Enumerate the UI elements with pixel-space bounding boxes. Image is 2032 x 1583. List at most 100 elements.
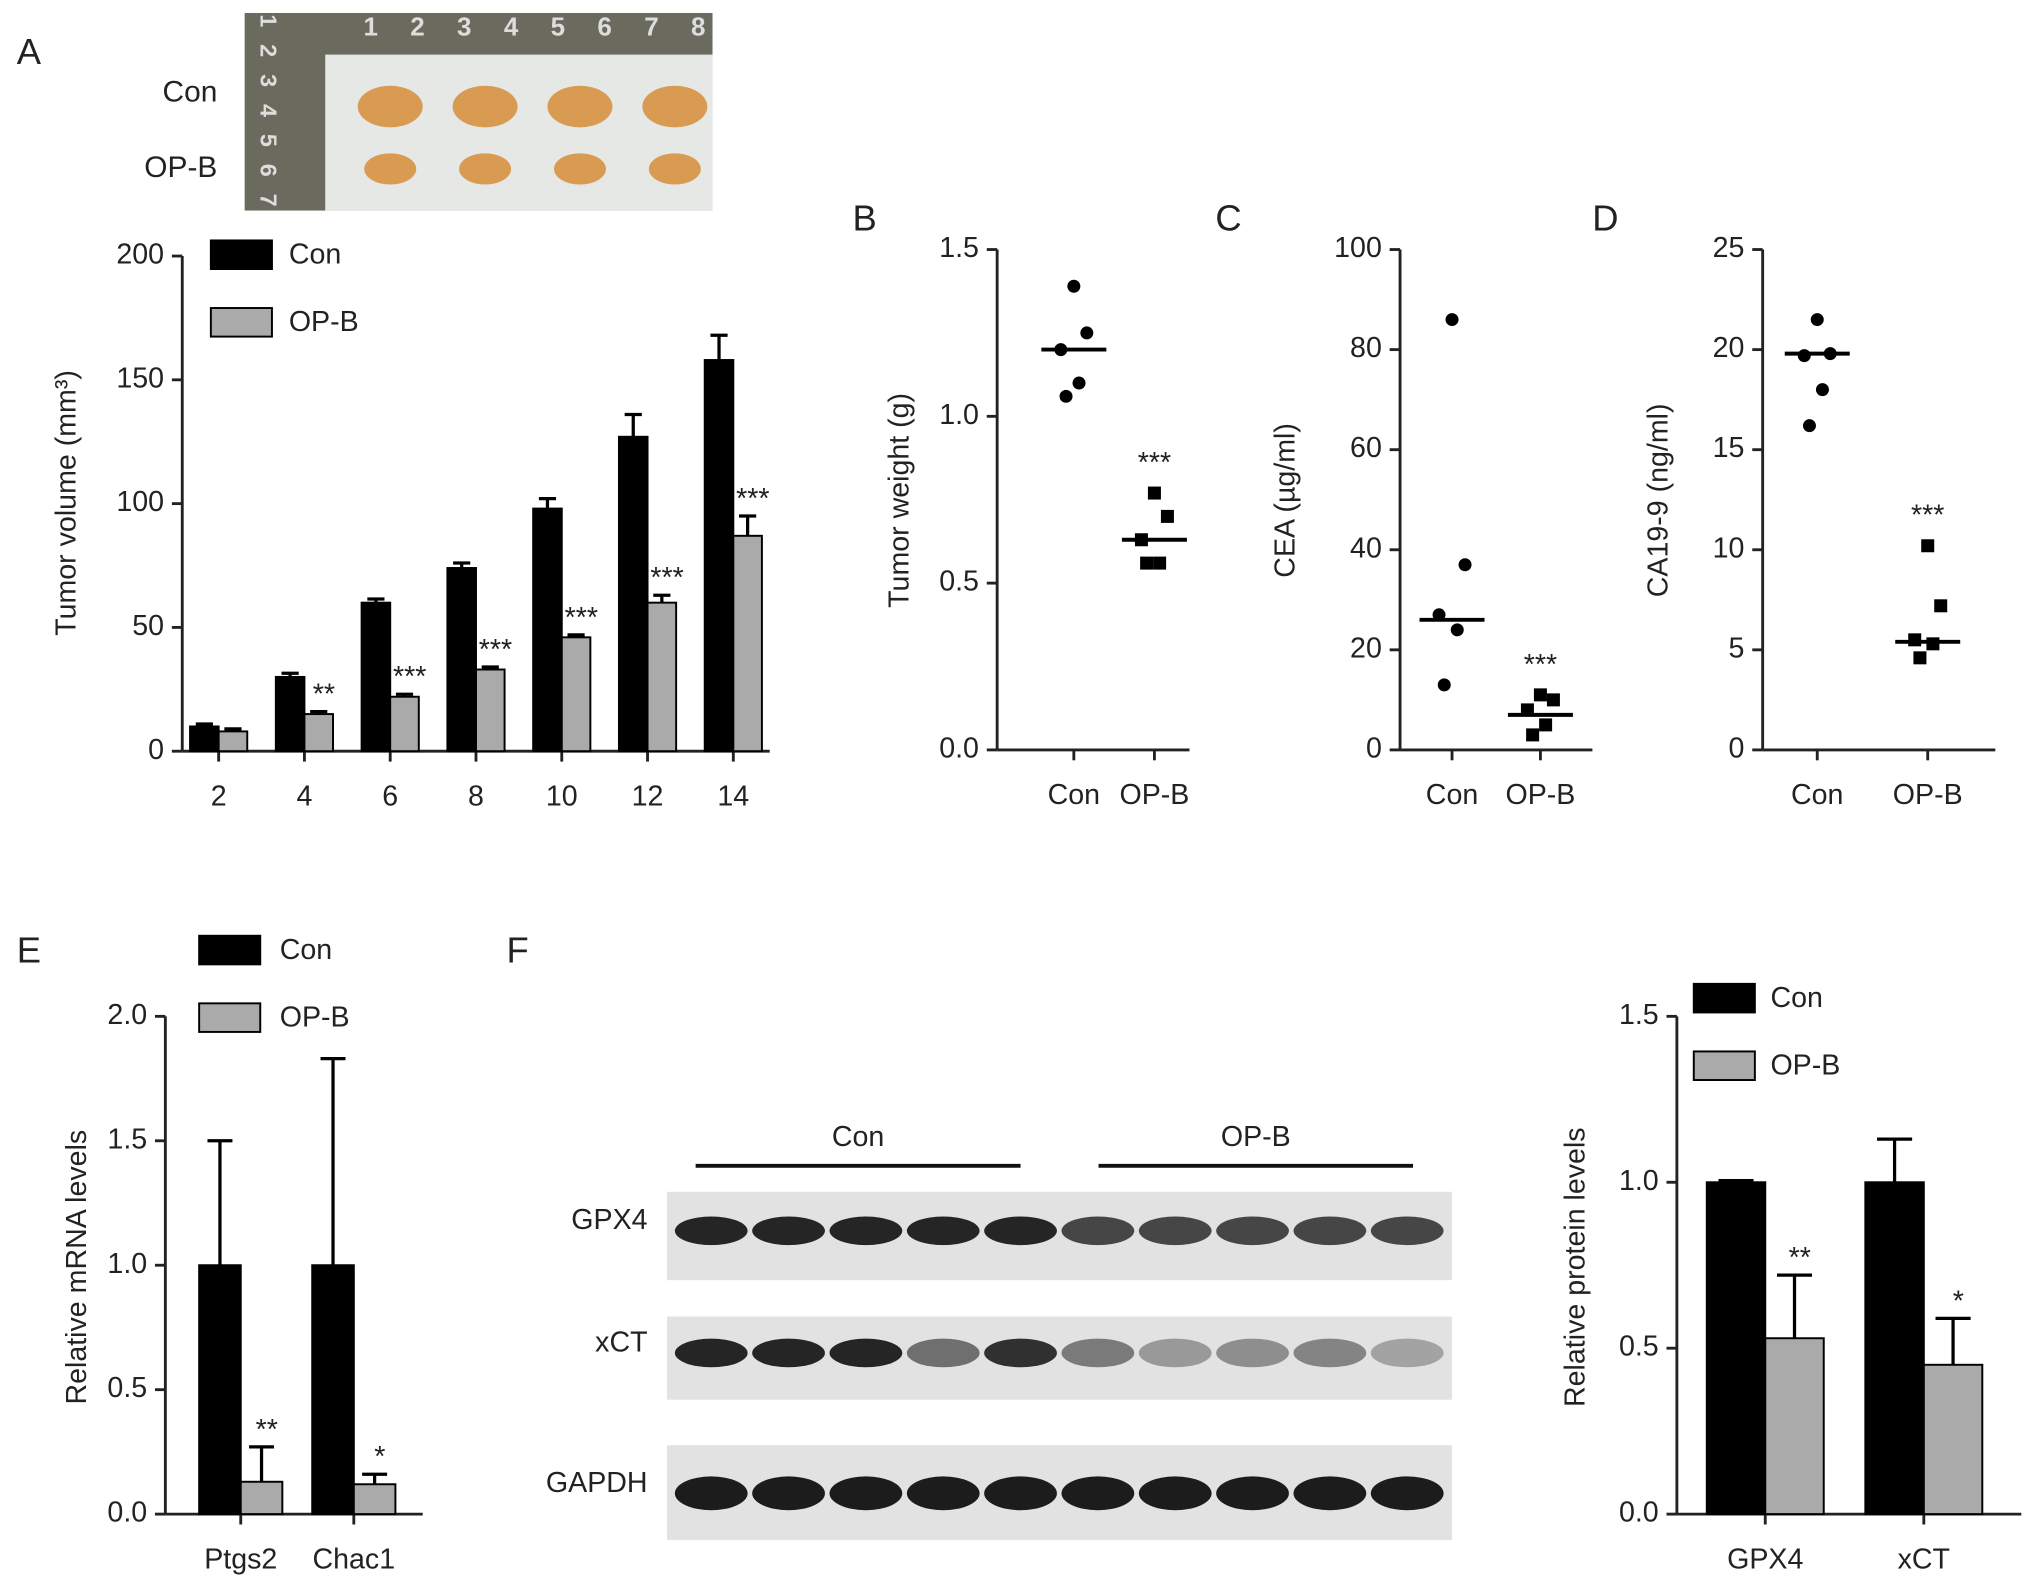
blot-band — [674, 1216, 748, 1246]
bar — [532, 507, 563, 753]
legend-swatch — [209, 239, 273, 271]
blot-band — [906, 1338, 980, 1368]
bar — [560, 636, 592, 753]
tumor — [459, 153, 512, 185]
y-tick-label: 0.0 — [1619, 1497, 1659, 1529]
y-axis-label: Tumor weight (g) — [884, 393, 916, 608]
legend-label: Con — [289, 239, 341, 271]
data-point — [1810, 313, 1824, 327]
data-point — [1926, 637, 1940, 651]
significance-label: * — [1953, 1285, 1964, 1317]
ruler-number: 2 — [410, 11, 424, 41]
data-point — [1140, 556, 1154, 570]
data-point — [1908, 633, 1922, 647]
data-point — [1526, 728, 1540, 742]
legend-label: OP-B — [280, 1001, 350, 1033]
photo-paper — [325, 54, 713, 211]
y-axis-label: Relative protein levels — [1559, 1127, 1591, 1407]
blot-band — [1370, 1338, 1444, 1368]
panel-label: B — [852, 198, 876, 239]
significance-label: *** — [393, 661, 426, 693]
y-tick-label: 150 — [116, 362, 164, 394]
significance-label: * — [374, 1441, 385, 1473]
x-tick-label: 2 — [211, 781, 227, 813]
panel-label: E — [17, 929, 41, 970]
blot-band — [1061, 1476, 1135, 1511]
blot-band — [1138, 1338, 1212, 1368]
data-point — [1546, 693, 1560, 707]
data-point — [1067, 279, 1081, 293]
error-bar — [1877, 1137, 1913, 1183]
ruler-number: 2 — [256, 44, 282, 57]
blot-row-label: GPX4 — [571, 1204, 647, 1236]
tumor — [364, 153, 417, 185]
x-tick-label: OP-B — [1119, 779, 1189, 811]
bar — [1864, 1181, 1925, 1516]
y-tick-label: 0.5 — [107, 1372, 147, 1404]
error-bar — [195, 722, 213, 727]
chart: E Relative mRNA levels 0.0 0.5 1.0 1.5 2.0 Ptgs… — [17, 929, 423, 1575]
data-point — [1934, 599, 1948, 613]
y-tick-label: 100 — [1334, 232, 1382, 264]
y-tick-label: 0.0 — [107, 1497, 147, 1529]
panel-label: D — [1592, 198, 1618, 239]
error-bar — [481, 665, 499, 670]
significance-label: ** — [256, 1414, 278, 1446]
ruler-number: 1 — [256, 14, 282, 27]
bar — [646, 601, 678, 753]
y-tick-label: 20 — [1350, 632, 1382, 664]
blot-row-label: GAPDH — [546, 1467, 648, 1499]
legend-swatch — [1692, 982, 1756, 1014]
ruler-number: 7 — [256, 194, 282, 207]
tumor — [553, 153, 606, 185]
data-point — [1080, 326, 1094, 340]
blot-band — [674, 1338, 748, 1368]
error-bar — [281, 671, 299, 677]
error-bar — [1935, 1316, 1971, 1365]
x-tick-label: Con — [1048, 779, 1100, 811]
y-tick-label: 0 — [1729, 732, 1745, 764]
data-point — [1539, 718, 1553, 732]
y-tick-label: 50 — [132, 610, 164, 642]
ruler-number: 1 — [363, 11, 377, 41]
y-tick-label: 10 — [1713, 532, 1745, 564]
bar — [1764, 1337, 1825, 1516]
legend-label: OP-B — [289, 306, 359, 338]
data-point — [1450, 623, 1464, 637]
significance-label: *** — [736, 483, 769, 515]
x-tick-label: Ptgs2 — [204, 1543, 277, 1575]
data-point — [1445, 313, 1459, 327]
error-bar — [367, 597, 385, 603]
x-tick-label: 14 — [717, 781, 749, 813]
blot-band — [1216, 1476, 1289, 1511]
y-tick-label: 0.5 — [1619, 1331, 1659, 1363]
bar — [1705, 1181, 1767, 1516]
error-bar — [1718, 1178, 1754, 1183]
blot-band — [984, 1476, 1057, 1511]
x-tick-label: Con — [1426, 779, 1478, 811]
tumor — [357, 85, 423, 128]
blot-band — [984, 1338, 1057, 1368]
x-tick-label: GPX4 — [1727, 1543, 1803, 1575]
error-bar — [710, 333, 728, 361]
photo-row-label: Con — [163, 75, 218, 108]
significance-label: *** — [479, 634, 512, 666]
tumor — [547, 85, 613, 128]
y-axis-label: Relative mRNA levels — [61, 1130, 93, 1405]
x-tick-label: 8 — [468, 781, 484, 813]
y-tick-label: 1.0 — [939, 399, 979, 431]
data-point — [1072, 376, 1086, 390]
y-tick-label: 20 — [1713, 332, 1745, 364]
data-point — [1921, 539, 1935, 553]
y-tick-label: 1.0 — [1619, 1165, 1659, 1197]
ruler-number: 4 — [256, 104, 282, 117]
x-tick-label: OP-B — [1505, 779, 1575, 811]
legend-swatch — [209, 307, 273, 338]
bar — [1922, 1363, 1984, 1516]
data-point — [1160, 509, 1174, 523]
error-bar — [739, 514, 757, 536]
error-bar — [310, 709, 328, 715]
legend-label: Con — [280, 934, 332, 966]
blot-band — [1370, 1476, 1444, 1511]
data-point — [1147, 486, 1161, 500]
